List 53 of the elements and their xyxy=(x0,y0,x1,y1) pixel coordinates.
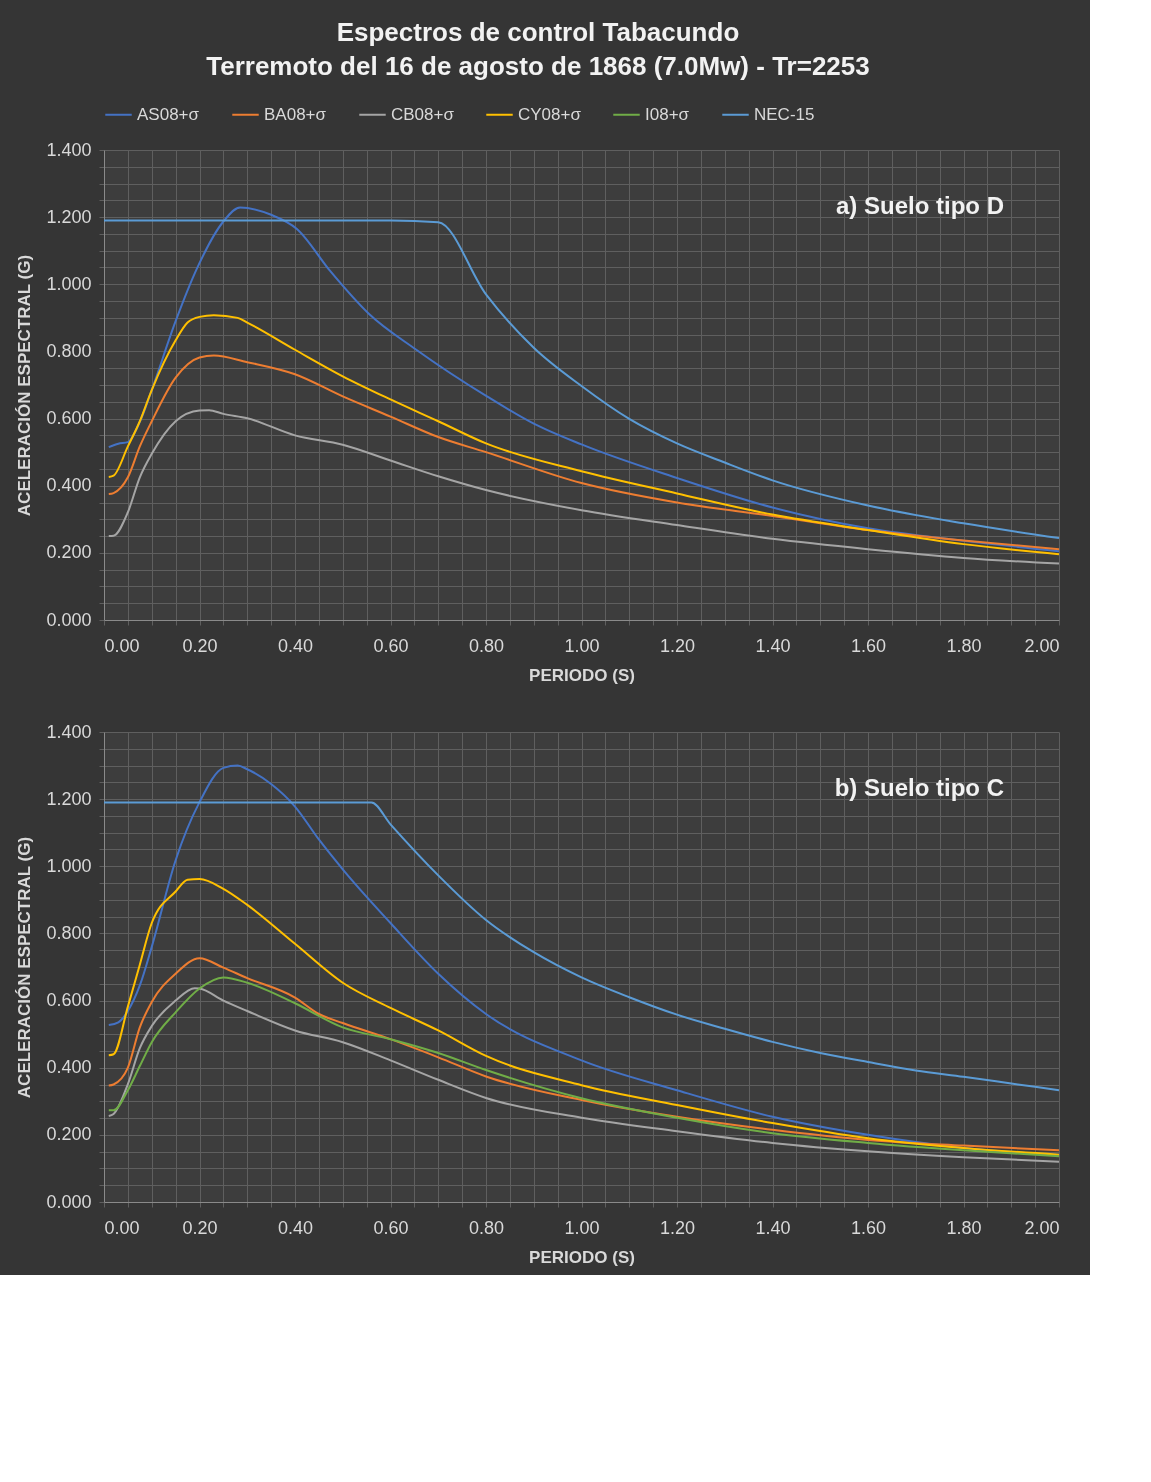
annotation: a) Suelo tipo D xyxy=(836,192,1004,219)
x-tick-label: 1.80 xyxy=(946,1217,982,1238)
x-tick-label: 1.60 xyxy=(850,1217,887,1238)
legend-label: AS08+σ xyxy=(137,104,200,124)
x-tick-label: 1.40 xyxy=(755,1217,791,1238)
x-tick-label: 1.60 xyxy=(850,635,887,656)
legend-label: CY08+σ xyxy=(518,104,582,124)
y-tick-label: 1.200 xyxy=(46,206,92,227)
legend-label: NEC-15 xyxy=(754,104,815,124)
y-tick-label: 0.400 xyxy=(46,475,92,496)
x-tick-label: 2.00 xyxy=(1024,1217,1060,1238)
x-axis-title: PERIODO (S) xyxy=(529,665,635,685)
x-tick-label: 0.20 xyxy=(182,635,218,656)
legend-label: I08+σ xyxy=(645,104,690,124)
y-tick-label: 1.400 xyxy=(46,721,92,742)
legend-label: BA08+σ xyxy=(264,104,327,124)
legend-label: CB08+σ xyxy=(391,104,455,124)
y-tick-label: 0.000 xyxy=(46,1191,92,1212)
x-tick-label: 0.00 xyxy=(104,1217,140,1238)
y-tick-label: 0.800 xyxy=(46,340,92,361)
x-tick-label: 0.80 xyxy=(468,635,505,656)
y-tick-label: 0.800 xyxy=(46,922,92,943)
x-tick-label: 0.60 xyxy=(373,1217,409,1238)
y-tick-label: 0.600 xyxy=(46,408,92,429)
y-tick-label: 1.200 xyxy=(46,788,92,809)
chart-subtitle: Terremoto del 16 de agosto de 1868 (7.0Mw) - Tr=2253 xyxy=(206,51,870,81)
y-tick-label: 1.000 xyxy=(46,273,92,294)
x-tick-label: 1.00 xyxy=(564,1217,600,1238)
x-tick-label: 1.20 xyxy=(659,1217,696,1238)
y-tick-label: 1.000 xyxy=(46,855,92,876)
x-axis-title: PERIODO (S) xyxy=(529,1247,635,1267)
x-tick-label: 1.00 xyxy=(564,635,600,656)
line-series xyxy=(103,801,1060,1092)
x-tick-label: 2.00 xyxy=(1024,635,1060,656)
chart-title: Espectros de control Tabacundo xyxy=(336,17,740,47)
annotation: b) Suelo tipo C xyxy=(834,774,1004,801)
x-tick-label: 0.40 xyxy=(277,1217,314,1238)
y-tick-label: 1.400 xyxy=(46,139,92,160)
x-tick-label: 0.40 xyxy=(277,635,314,656)
x-tick-label: 1.20 xyxy=(659,635,696,656)
x-tick-label: 0.20 xyxy=(182,1217,218,1238)
x-tick-label: 0.60 xyxy=(373,635,409,656)
y-tick-label: 0.400 xyxy=(46,1057,92,1078)
x-tick-label: 1.80 xyxy=(946,635,982,656)
y-tick-label: 0.200 xyxy=(46,542,92,563)
y-axis-title: ACELERACIÓN ESPECTRAL (G) xyxy=(15,254,35,517)
x-tick-label: 0.00 xyxy=(104,635,140,656)
y-tick-label: 0.200 xyxy=(46,1124,92,1145)
y-axis-title: ACELERACIÓN ESPECTRAL (G) xyxy=(15,836,35,1099)
x-tick-label: 1.40 xyxy=(755,635,791,656)
y-tick-label: 0.600 xyxy=(46,990,92,1011)
x-tick-label: 0.80 xyxy=(468,1217,505,1238)
y-tick-label: 0.000 xyxy=(46,609,92,630)
